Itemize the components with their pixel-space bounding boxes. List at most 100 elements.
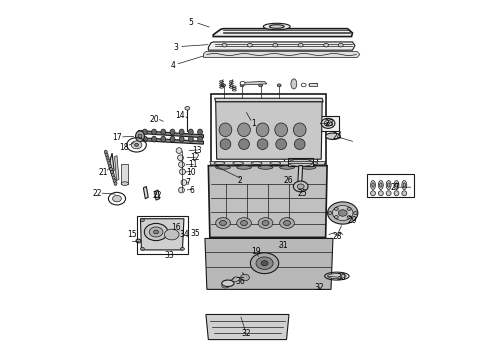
Polygon shape — [208, 166, 327, 237]
Polygon shape — [215, 98, 323, 102]
Ellipse shape — [220, 221, 226, 226]
Text: 18: 18 — [119, 143, 128, 152]
Ellipse shape — [240, 84, 244, 87]
Ellipse shape — [113, 179, 116, 183]
Ellipse shape — [276, 139, 287, 149]
Polygon shape — [115, 156, 119, 181]
Polygon shape — [203, 51, 360, 57]
Ellipse shape — [353, 212, 357, 215]
Text: 7: 7 — [185, 178, 190, 187]
Polygon shape — [139, 131, 203, 138]
Text: 20: 20 — [150, 114, 159, 123]
Polygon shape — [205, 238, 333, 289]
Ellipse shape — [109, 165, 112, 168]
Ellipse shape — [149, 227, 163, 237]
Ellipse shape — [145, 224, 168, 240]
Bar — [137, 216, 188, 253]
Ellipse shape — [179, 136, 184, 142]
Ellipse shape — [256, 257, 273, 270]
Ellipse shape — [261, 261, 268, 266]
Text: 6: 6 — [190, 185, 195, 194]
Ellipse shape — [347, 207, 351, 210]
Ellipse shape — [301, 166, 316, 169]
Bar — [284, 154, 318, 193]
Ellipse shape — [106, 156, 109, 159]
Ellipse shape — [324, 121, 332, 126]
Ellipse shape — [240, 81, 245, 85]
Text: 36: 36 — [235, 276, 245, 285]
Ellipse shape — [334, 207, 338, 210]
Ellipse shape — [326, 133, 340, 139]
Ellipse shape — [219, 123, 232, 136]
Polygon shape — [210, 161, 326, 165]
Ellipse shape — [256, 123, 269, 136]
Text: 2: 2 — [238, 176, 243, 185]
Ellipse shape — [298, 43, 303, 47]
Ellipse shape — [378, 180, 383, 189]
Ellipse shape — [161, 136, 166, 142]
Polygon shape — [144, 186, 148, 199]
Ellipse shape — [143, 136, 147, 142]
Ellipse shape — [151, 136, 156, 142]
Ellipse shape — [394, 191, 399, 196]
Ellipse shape — [141, 247, 145, 250]
Ellipse shape — [378, 191, 383, 196]
Ellipse shape — [216, 166, 230, 169]
Polygon shape — [109, 153, 114, 176]
Text: 34: 34 — [179, 230, 189, 239]
Ellipse shape — [110, 167, 113, 171]
Text: 17: 17 — [112, 133, 122, 142]
Ellipse shape — [277, 84, 281, 87]
Ellipse shape — [284, 221, 291, 226]
Ellipse shape — [185, 107, 190, 110]
Ellipse shape — [170, 136, 175, 142]
Text: 14: 14 — [176, 111, 185, 120]
Ellipse shape — [188, 129, 193, 135]
Text: 22: 22 — [152, 190, 162, 199]
Ellipse shape — [181, 180, 187, 185]
Ellipse shape — [241, 221, 247, 226]
Ellipse shape — [386, 180, 391, 189]
Ellipse shape — [324, 43, 329, 47]
Ellipse shape — [370, 180, 375, 189]
Ellipse shape — [108, 162, 111, 165]
Polygon shape — [141, 219, 184, 250]
Ellipse shape — [238, 123, 250, 136]
Ellipse shape — [178, 187, 184, 193]
Ellipse shape — [113, 195, 122, 202]
Text: 11: 11 — [189, 161, 198, 170]
Ellipse shape — [280, 218, 294, 228]
Ellipse shape — [388, 183, 390, 187]
Ellipse shape — [220, 139, 231, 149]
Text: 4: 4 — [170, 61, 175, 70]
Ellipse shape — [386, 191, 391, 196]
Ellipse shape — [289, 159, 313, 166]
Ellipse shape — [372, 183, 374, 187]
Ellipse shape — [291, 79, 297, 89]
Polygon shape — [240, 81, 267, 85]
Ellipse shape — [332, 206, 353, 221]
Text: 35: 35 — [190, 229, 200, 238]
Text: 29: 29 — [348, 216, 357, 225]
Bar — [211, 94, 326, 164]
Ellipse shape — [239, 139, 249, 149]
Ellipse shape — [273, 43, 278, 47]
Text: 5: 5 — [189, 18, 194, 27]
Ellipse shape — [328, 274, 346, 279]
Text: 28: 28 — [332, 232, 342, 241]
Text: 15: 15 — [127, 230, 136, 239]
Ellipse shape — [294, 181, 308, 192]
Ellipse shape — [138, 134, 142, 138]
Ellipse shape — [131, 141, 142, 149]
Polygon shape — [155, 190, 159, 200]
Text: 26: 26 — [283, 176, 293, 185]
Ellipse shape — [297, 184, 304, 189]
Ellipse shape — [114, 182, 117, 185]
Ellipse shape — [258, 218, 273, 228]
Ellipse shape — [222, 43, 227, 47]
Polygon shape — [208, 42, 355, 50]
Ellipse shape — [395, 183, 398, 187]
Ellipse shape — [180, 247, 184, 250]
Ellipse shape — [294, 123, 306, 136]
Ellipse shape — [178, 162, 184, 167]
